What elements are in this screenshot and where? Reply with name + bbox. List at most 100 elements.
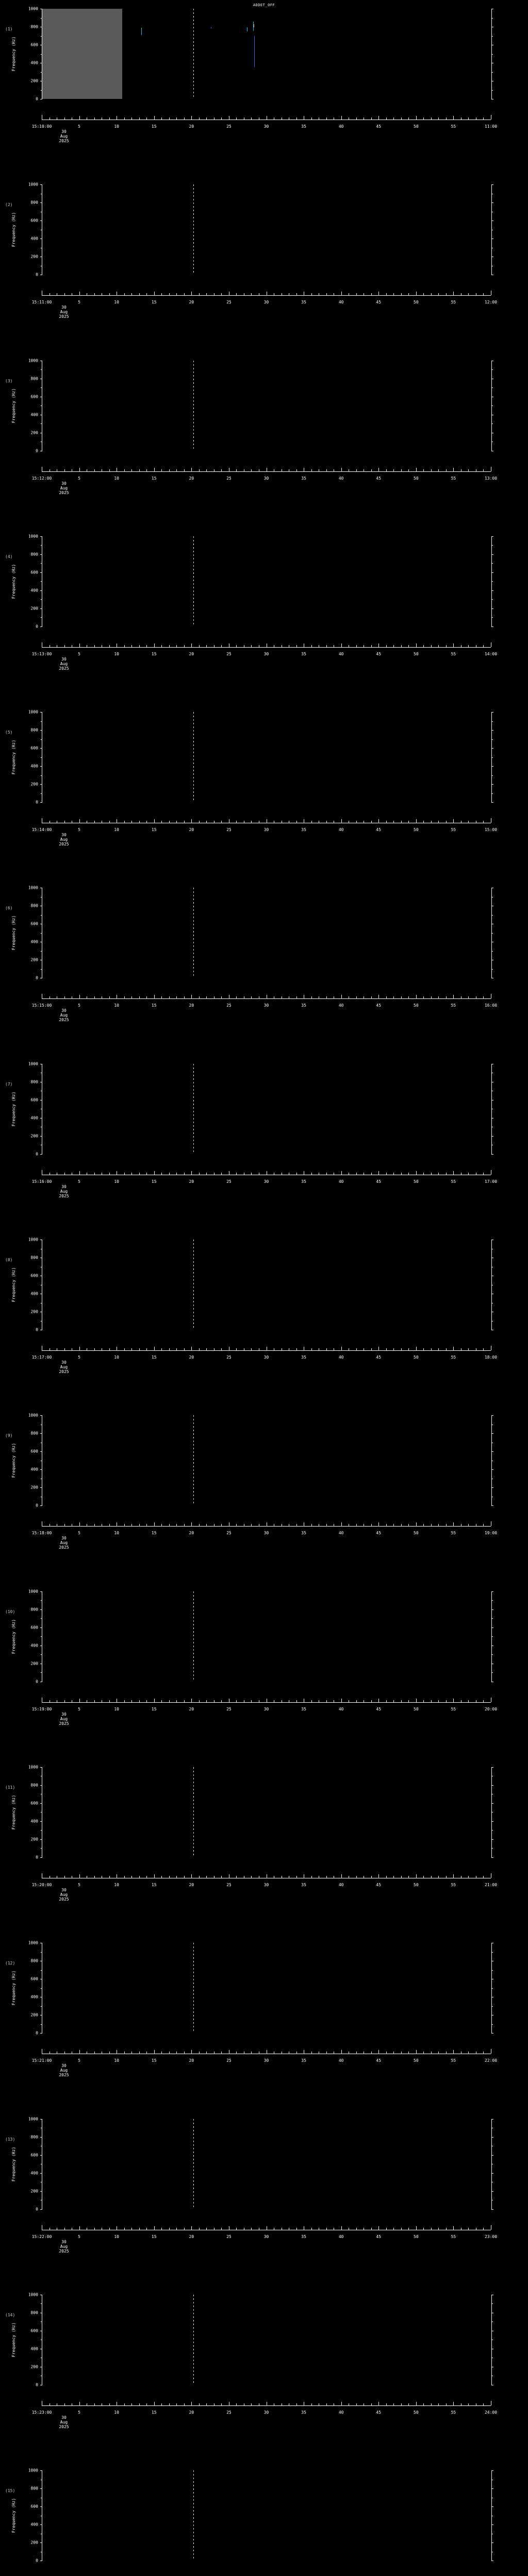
y-tick-mark-right <box>491 712 493 713</box>
x-axis <box>42 2400 491 2406</box>
spectrogram-panel-7[interactable]: (7) Frequency (Hz) 1000 800 600 400 200 0 15:16:… <box>0 1055 528 1231</box>
plot-area[interactable] <box>40 1943 493 2034</box>
y-tick-label: 1000 <box>28 358 38 363</box>
y-tick-label: 200 <box>30 1837 38 1842</box>
x-tick-mark <box>221 117 222 120</box>
x-tick-mark <box>453 1522 454 1527</box>
x-tick-mark <box>401 1875 402 1878</box>
spectrogram-panel-9[interactable]: (9) Frequency (Hz) 1000 800 600 400 200 0 15:18:… <box>0 1406 528 1582</box>
x-tick-mark <box>446 2403 447 2405</box>
plot-area[interactable] <box>40 1063 493 1155</box>
x-tick-mark <box>416 1874 417 1878</box>
spectrogram-panel-5[interactable]: (5) Frequency (Hz) 1000 800 600 400 200 0 15:14:… <box>0 703 528 879</box>
plot-area[interactable] <box>40 9 493 99</box>
x-tick-mark <box>341 116 342 120</box>
spectrogram-panel-11[interactable]: (11) Frequency (Hz) 1000 800 600 400 200 0 15:20… <box>0 1758 528 1934</box>
x-tick-mark <box>311 1172 312 1175</box>
x-tick-mark <box>296 821 297 823</box>
y-tick-mark <box>40 608 42 609</box>
plot-area[interactable] <box>40 536 493 627</box>
y-tick-mark-minor-right <box>491 54 493 55</box>
x-tick-label: 50 <box>414 1531 419 1536</box>
spectrogram-panel-2[interactable]: (2) Frequency (Hz) 1000 800 600 400 200 0 15:11:… <box>0 176 528 351</box>
spectrogram-panel-12[interactable]: (12) Frequency (Hz) 1000 800 600 400 200 0 15:21… <box>0 1934 528 2110</box>
x-tick-mark <box>154 116 155 120</box>
x-tick-mark <box>79 292 80 296</box>
x-tick-mark <box>139 1524 140 1527</box>
plot-area[interactable] <box>40 360 493 451</box>
x-tick-label: 45 <box>376 1355 382 1360</box>
x-tick-mark <box>446 996 447 999</box>
y-tick-label: 1000 <box>28 709 38 715</box>
spectrogram-panel-8[interactable]: (8) Frequency (Hz) 1000 800 600 400 200 0 15:17:… <box>0 1231 528 1406</box>
plot-area[interactable] <box>40 888 493 979</box>
y-tick-mark-minor <box>41 54 42 55</box>
x-tick-mark <box>109 469 110 471</box>
x-tick-mark <box>468 1700 469 1702</box>
plot-area[interactable] <box>40 184 493 276</box>
x-tick-mark <box>131 2403 133 2405</box>
x-tick-mark <box>431 1700 432 1702</box>
x-tick-label: 50 <box>414 651 419 656</box>
spectrogram-panel-15[interactable]: (15)Frequency (Hz)1000800600400200015:24… <box>0 2462 528 2576</box>
y-tick-mark <box>40 1433 42 1434</box>
plot-area[interactable] <box>40 2470 493 2562</box>
x-tick-mark <box>176 1348 177 1351</box>
y-tick-mark-minor <box>41 775 42 776</box>
x-tick-label: 45 <box>376 1179 382 1184</box>
spectrogram-panel-13[interactable]: (13) Frequency (Hz) 1000 800 600 400 200 0 15:22… <box>0 2110 528 2286</box>
plot-area[interactable] <box>40 1415 493 1506</box>
spectrogram-panel-4[interactable]: (4) Frequency (Hz) 1000 800 600 400 200 0 15:13:… <box>0 528 528 703</box>
date-line: Aug <box>60 1892 68 1897</box>
spectrogram-panel-10[interactable]: (10) Frequency (Hz) 1000 800 600 400 200 0 15:19… <box>0 1583 528 1758</box>
x-tick-mark <box>199 996 200 999</box>
x-tick-mark <box>94 2052 95 2054</box>
y-tick-mark-minor <box>41 757 42 758</box>
y-tick-mark-right <box>491 1487 493 1488</box>
x-tick-mark <box>393 1875 394 1878</box>
x-tick-mark <box>251 293 252 296</box>
x-tick-mark <box>326 645 327 647</box>
x-tick-mark <box>131 1700 133 1702</box>
y-tick-mark-minor-right <box>491 969 493 970</box>
x-tick-mark <box>161 1700 162 1702</box>
spectrogram-panel-1[interactable]: ADDET_OFF (1) Frequency (Hz) 1000 800 600 400 2… <box>0 0 528 176</box>
x-tick-mark <box>438 1524 439 1527</box>
y-tick-mark <box>40 1154 42 1155</box>
x-tick-label: 40 <box>338 1355 344 1360</box>
spectrogram-panel-14[interactable]: (14) Frequency (Hz) 1000 800 600 400 200 0 15:23… <box>0 2286 528 2462</box>
x-tick-label: 35 <box>301 476 306 481</box>
x-tick-mark <box>431 2403 432 2405</box>
x-tick-mark <box>161 645 162 647</box>
plot-area[interactable] <box>40 2119 493 2210</box>
dashed-marker-line <box>193 184 194 275</box>
y-tick-mark <box>40 1136 42 1137</box>
plot-area[interactable] <box>40 712 493 803</box>
x-tick-label: 55 <box>451 2234 456 2239</box>
x-tick-mark <box>408 645 409 647</box>
y-tick-mark-minor <box>41 423 42 425</box>
y-tick-mark-minor <box>41 581 42 582</box>
x-tick-mark <box>453 1171 454 1175</box>
x-tick-label-start: 15:23:00 <box>31 2410 52 2415</box>
x-tick-mark <box>251 1172 252 1175</box>
x-tick-label: 20 <box>189 1355 194 1360</box>
x-tick-mark <box>401 821 402 823</box>
spectrogram-panel-3[interactable]: (3) Frequency (Hz) 1000 800 600 400 200 0 15:12:… <box>0 352 528 528</box>
plot-area[interactable] <box>40 1591 493 1682</box>
plot-area[interactable] <box>40 1767 493 1858</box>
spectrogram-panel-6[interactable]: (6) Frequency (Hz) 1000 800 600 400 200 0 15:15:… <box>0 879 528 1055</box>
plot-area[interactable] <box>40 1240 493 1331</box>
x-tick-mark <box>221 1700 222 1702</box>
y-tick-mark-right <box>491 1803 493 1804</box>
x-tick-mark <box>94 2227 95 2230</box>
x-tick-mark <box>468 293 469 296</box>
x-tick-mark <box>109 1700 110 1702</box>
x-tick-mark <box>326 1348 327 1351</box>
x-tick-mark <box>446 1700 447 1702</box>
x-tick-label: 35 <box>301 124 306 129</box>
x-tick-label: 30 <box>263 1179 269 1184</box>
x-tick-label: 20 <box>189 2234 194 2239</box>
plot-area[interactable] <box>40 2294 493 2385</box>
x-tick-mark <box>146 996 147 999</box>
